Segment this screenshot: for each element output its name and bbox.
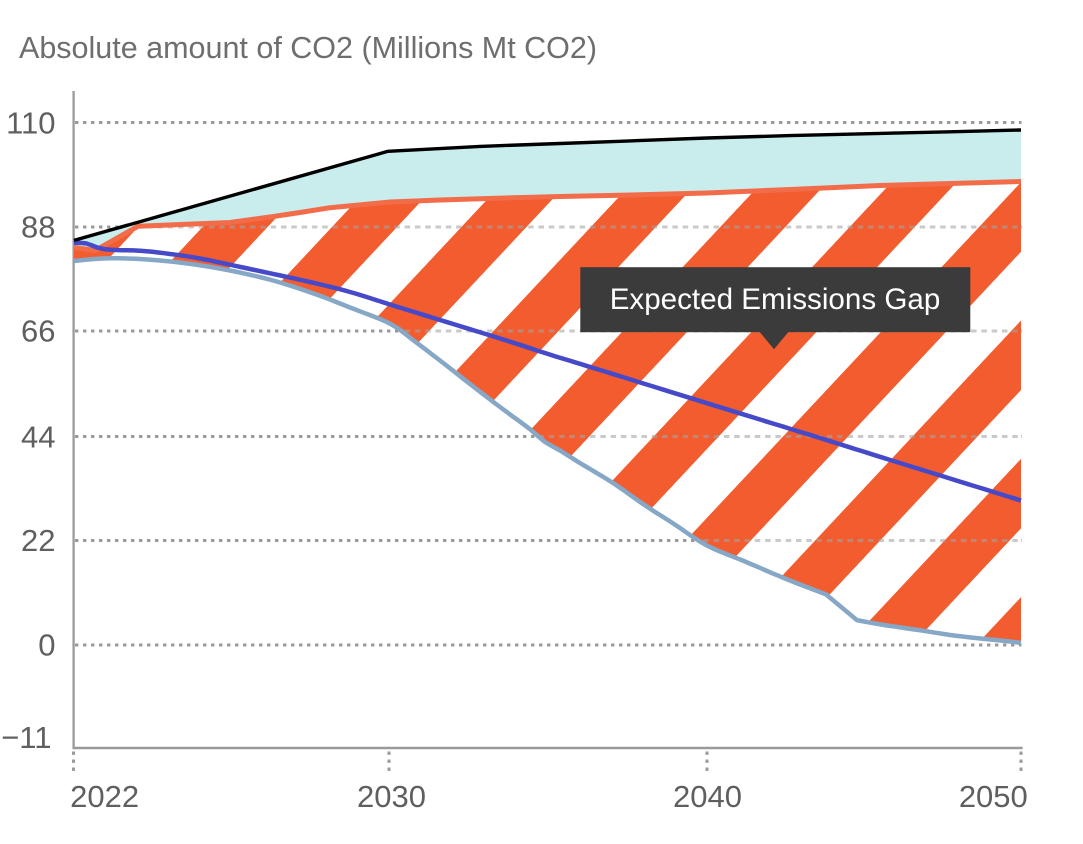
svg-text:88: 88 <box>21 210 55 245</box>
svg-text:−11: −11 <box>1 720 51 755</box>
svg-text:0: 0 <box>38 628 55 663</box>
svg-text:44: 44 <box>21 420 55 455</box>
svg-text:2050: 2050 <box>959 779 1028 814</box>
svg-text:2030: 2030 <box>357 779 426 814</box>
svg-text:2022: 2022 <box>70 779 139 814</box>
svg-text:110: 110 <box>6 106 55 141</box>
svg-text:22: 22 <box>21 523 55 558</box>
svg-text:66: 66 <box>21 314 55 349</box>
svg-text:Expected Emissions Gap: Expected Emissions Gap <box>610 283 941 316</box>
svg-text:2040: 2040 <box>673 779 742 814</box>
svg-text:Absolute amount of CO2 (Millio: Absolute amount of CO2 (Millions Mt CO2) <box>19 31 597 65</box>
